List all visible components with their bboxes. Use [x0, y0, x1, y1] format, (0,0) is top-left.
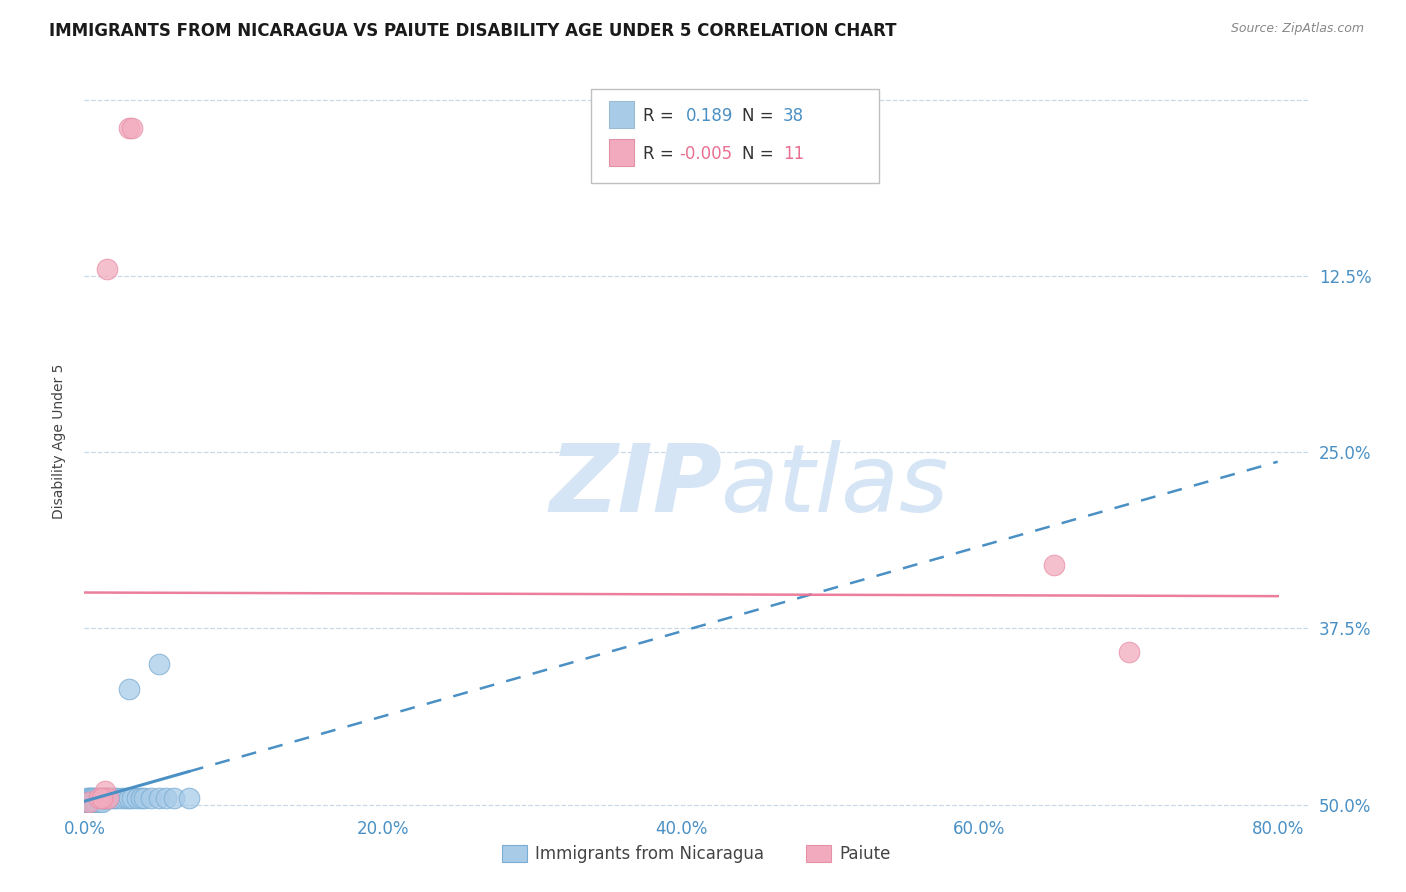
- Point: [121, 120, 143, 135]
- Point: [129, 790, 152, 805]
- Point: [97, 790, 120, 805]
- Point: [111, 790, 134, 805]
- Text: 0.189: 0.189: [686, 107, 734, 125]
- Point: [115, 790, 138, 805]
- Point: [76, 790, 98, 805]
- Point: [79, 795, 101, 809]
- Point: [83, 795, 105, 809]
- Point: [79, 790, 101, 805]
- Point: [82, 795, 104, 809]
- Point: [91, 790, 114, 805]
- Point: [77, 790, 100, 805]
- Point: [148, 790, 170, 805]
- Point: [90, 790, 112, 805]
- Point: [83, 790, 105, 805]
- Point: [93, 790, 115, 805]
- Point: [103, 790, 125, 805]
- Point: [84, 795, 107, 809]
- Point: [77, 795, 100, 809]
- Point: [91, 795, 114, 809]
- Point: [100, 790, 122, 805]
- Point: [121, 790, 143, 805]
- Point: [97, 790, 120, 805]
- Point: [96, 261, 118, 276]
- Point: [105, 790, 128, 805]
- Point: [82, 790, 104, 805]
- Point: [1118, 645, 1140, 659]
- Text: N =: N =: [742, 107, 779, 125]
- Point: [75, 795, 97, 809]
- Point: [77, 795, 100, 809]
- Text: atlas: atlas: [720, 441, 949, 532]
- Point: [1043, 558, 1066, 572]
- Point: [155, 790, 177, 805]
- Legend: Immigrants from Nicaragua, Paiute: Immigrants from Nicaragua, Paiute: [495, 838, 897, 870]
- Point: [89, 790, 111, 805]
- Y-axis label: Disability Age Under 5: Disability Age Under 5: [52, 364, 66, 519]
- Point: [76, 795, 98, 809]
- Point: [118, 681, 141, 696]
- Point: [148, 657, 170, 671]
- Point: [89, 795, 111, 809]
- Point: [141, 790, 163, 805]
- Point: [132, 790, 155, 805]
- Point: [87, 790, 110, 805]
- Point: [118, 790, 141, 805]
- Text: -0.005: -0.005: [679, 145, 733, 163]
- Text: N =: N =: [742, 145, 779, 163]
- Point: [125, 790, 148, 805]
- Text: IMMIGRANTS FROM NICARAGUA VS PAIUTE DISABILITY AGE UNDER 5 CORRELATION CHART: IMMIGRANTS FROM NICARAGUA VS PAIUTE DISA…: [49, 22, 897, 40]
- Text: 38: 38: [783, 107, 804, 125]
- Point: [163, 790, 186, 805]
- Text: R =: R =: [643, 145, 679, 163]
- Point: [118, 120, 141, 135]
- Point: [94, 783, 117, 797]
- Point: [96, 790, 118, 805]
- Point: [93, 790, 115, 805]
- Point: [80, 790, 103, 805]
- Point: [177, 790, 200, 805]
- Text: ZIP: ZIP: [550, 440, 723, 532]
- Point: [80, 795, 103, 809]
- Text: Source: ZipAtlas.com: Source: ZipAtlas.com: [1230, 22, 1364, 36]
- Text: 11: 11: [783, 145, 804, 163]
- Text: R =: R =: [643, 107, 679, 125]
